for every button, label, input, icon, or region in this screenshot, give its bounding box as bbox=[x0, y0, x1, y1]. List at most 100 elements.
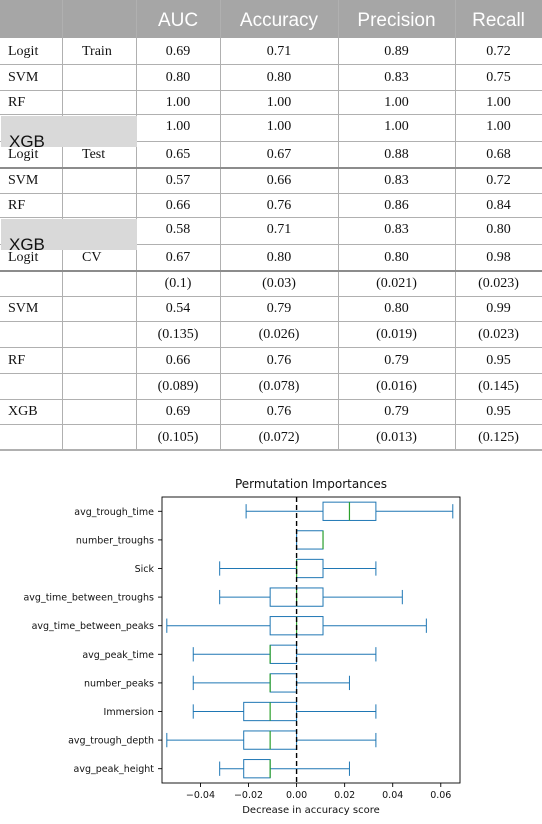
metric-value: (0.1) bbox=[164, 275, 192, 291]
metric-value: (0.078) bbox=[258, 378, 300, 394]
metric-value: 0.66 bbox=[165, 352, 191, 368]
model-label: Logit bbox=[8, 43, 39, 59]
figure-panel: Permutation Importances Decrease in accu… bbox=[0, 450, 542, 819]
x-tick-label: 0.06 bbox=[430, 790, 451, 801]
metric-value: (0.105) bbox=[157, 430, 199, 446]
feature-label: Sick bbox=[135, 564, 155, 575]
row-divider bbox=[0, 321, 542, 323]
table-header: AUC Accuracy Precision Recall bbox=[0, 0, 542, 38]
feature-box bbox=[243, 701, 298, 722]
metric-value: 0.68 bbox=[486, 146, 511, 162]
metric-value: 0.58 bbox=[165, 222, 191, 238]
feature-box bbox=[296, 558, 324, 579]
metric-value: 0.80 bbox=[384, 249, 409, 265]
row-divider bbox=[0, 295, 542, 297]
feature-label: avg_time_between_troughs bbox=[23, 593, 154, 604]
feature-label: Immersion bbox=[104, 707, 154, 718]
feature-box bbox=[269, 673, 298, 693]
x-tick-label: −0.04 bbox=[186, 790, 215, 801]
metric-value: 0.79 bbox=[384, 352, 409, 368]
feature-label: number_troughs bbox=[76, 535, 154, 546]
metric-value: 0.66 bbox=[266, 172, 292, 188]
metric-value: 1.00 bbox=[486, 95, 511, 111]
model-label: Logit bbox=[8, 249, 39, 265]
split-label: Train bbox=[82, 43, 112, 59]
feature-label: number_peaks bbox=[84, 678, 154, 689]
metric-value: (0.026) bbox=[258, 327, 300, 343]
feature-label: avg_peak_height bbox=[74, 764, 155, 775]
metric-value: 0.95 bbox=[486, 352, 511, 368]
metric-value: 1.00 bbox=[266, 119, 292, 135]
metric-value: 1.00 bbox=[266, 95, 292, 111]
row-divider bbox=[0, 166, 542, 169]
plot-frame bbox=[161, 496, 461, 784]
metric-value: 1.00 bbox=[165, 119, 191, 135]
metric-value: 0.80 bbox=[384, 301, 409, 317]
chart-title: Permutation Importances bbox=[235, 477, 387, 491]
metric-value: 0.67 bbox=[266, 146, 292, 162]
header-auc: AUC bbox=[157, 10, 199, 31]
metric-value: (0.03) bbox=[262, 275, 296, 291]
metric-value: (0.125) bbox=[478, 430, 519, 446]
metric-value: 0.65 bbox=[165, 146, 191, 162]
metric-value: 1.00 bbox=[384, 119, 409, 135]
metric-value: 0.72 bbox=[486, 172, 511, 188]
metric-value: 0.95 bbox=[486, 404, 511, 420]
metric-value: (0.021) bbox=[376, 275, 417, 291]
metric-value: (0.145) bbox=[478, 378, 519, 394]
metric-value: 0.83 bbox=[384, 69, 409, 85]
row-divider bbox=[0, 372, 542, 374]
header-accuracy: Accuracy bbox=[239, 10, 319, 31]
xgb-label-cell: XGB bbox=[1, 116, 137, 151]
metric-value: (0.023) bbox=[478, 275, 519, 291]
row-divider bbox=[0, 398, 542, 400]
metric-value: 0.83 bbox=[384, 222, 409, 238]
metric-value: 0.75 bbox=[486, 69, 511, 85]
metric-value: 1.00 bbox=[165, 95, 191, 111]
header-recall: Recall bbox=[472, 10, 525, 31]
row-divider bbox=[0, 217, 542, 219]
metric-value: 0.88 bbox=[384, 146, 409, 162]
metric-value: 0.89 bbox=[384, 43, 409, 59]
metric-value: 0.71 bbox=[266, 222, 292, 238]
metric-value: (0.013) bbox=[376, 430, 417, 446]
row-divider bbox=[0, 114, 542, 116]
model-label: SVM bbox=[8, 301, 39, 317]
x-tick-label: 0.02 bbox=[334, 790, 355, 801]
x-axis-label: Decrease in accuracy score bbox=[242, 805, 380, 816]
row-divider bbox=[0, 269, 542, 272]
feature-label: avg_time_between_peaks bbox=[32, 621, 154, 632]
feature-label: avg_trough_depth bbox=[68, 736, 154, 747]
model-label: RF bbox=[8, 95, 26, 111]
xgb-label-cell: XGB bbox=[1, 219, 137, 254]
x-tick-label: −0.02 bbox=[234, 790, 263, 801]
model-label: SVM bbox=[8, 69, 39, 85]
metric-value: 0.80 bbox=[266, 249, 292, 265]
metric-value: 0.80 bbox=[486, 222, 511, 238]
row-divider bbox=[0, 424, 542, 426]
row-divider bbox=[0, 141, 542, 142]
metric-value: 0.67 bbox=[165, 249, 191, 265]
model-label: XGB bbox=[9, 234, 45, 254]
split-label: Test bbox=[82, 146, 106, 162]
plot-area: −0.04 −0.02 0.00 0.02 0.04 0.06 avg_trough_tim… bbox=[23, 496, 461, 801]
metric-value: 0.71 bbox=[266, 43, 292, 59]
metric-value: 0.57 bbox=[165, 172, 191, 188]
metric-value: (0.019) bbox=[376, 327, 417, 343]
metric-value: (0.016) bbox=[376, 378, 417, 394]
column-divider bbox=[220, 0, 221, 450]
feature-label: avg_trough_time bbox=[74, 507, 154, 518]
feature-box bbox=[322, 501, 377, 521]
metric-value: (0.023) bbox=[478, 327, 519, 343]
model-label: XGB bbox=[8, 404, 38, 420]
row-divider bbox=[0, 63, 542, 65]
metric-value: 0.54 bbox=[165, 301, 191, 317]
x-tick-label: 0.04 bbox=[382, 790, 403, 801]
column-divider bbox=[455, 0, 456, 450]
feature-box bbox=[296, 530, 324, 550]
metric-value: 0.80 bbox=[266, 69, 292, 85]
metric-value: 0.79 bbox=[266, 301, 292, 317]
metric-value: 0.76 bbox=[266, 198, 292, 214]
metric-value: 0.69 bbox=[165, 43, 191, 59]
model-label: RF bbox=[8, 198, 26, 214]
